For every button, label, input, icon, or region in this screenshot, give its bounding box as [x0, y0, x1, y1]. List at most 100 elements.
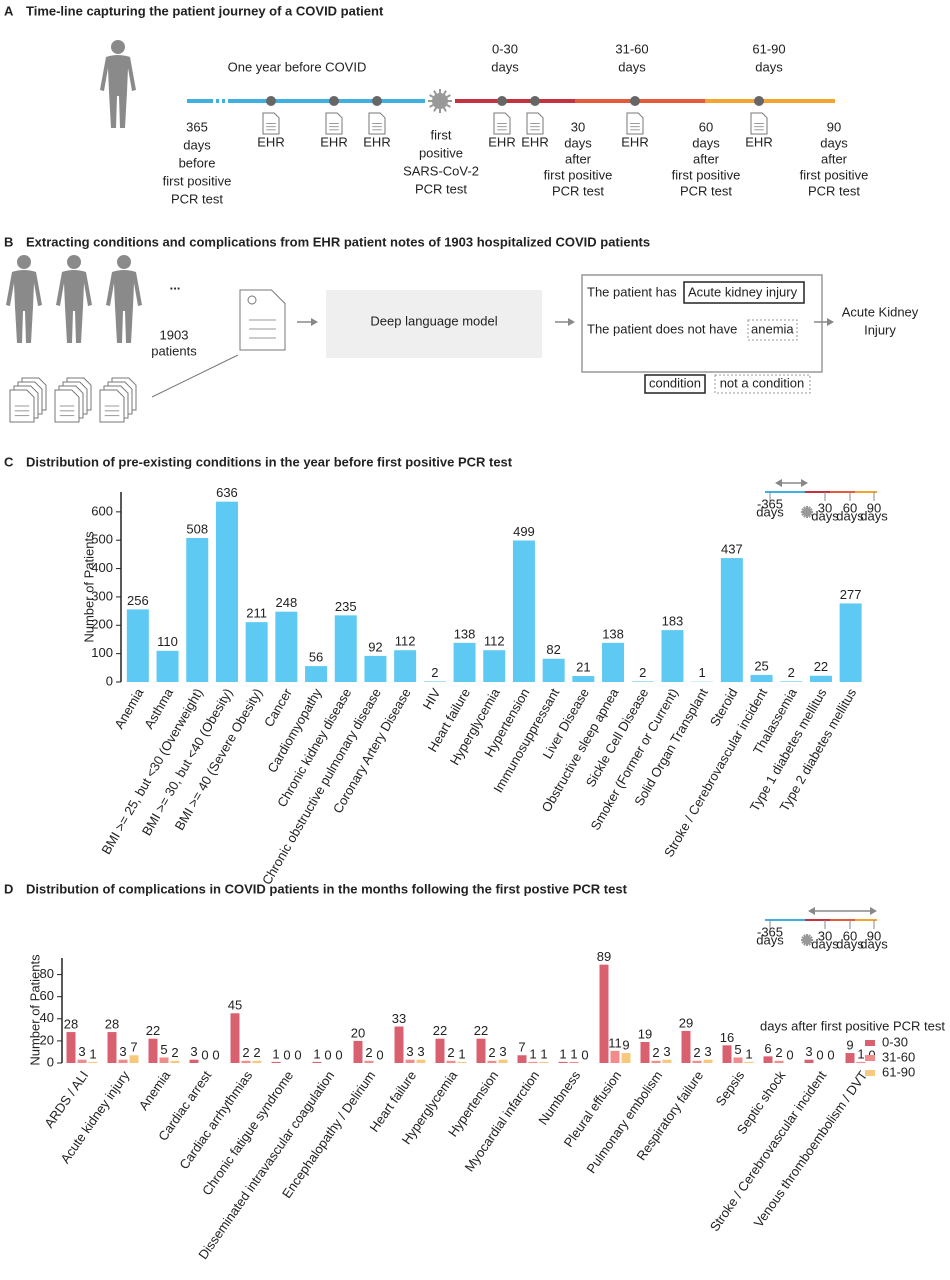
x-tick-label: Myocardial infarction — [462, 1068, 543, 1174]
bar — [763, 1056, 773, 1063]
value-label: 28 — [64, 1016, 78, 1031]
period-label: days — [618, 59, 646, 74]
bar — [88, 1061, 98, 1063]
bar — [631, 681, 654, 682]
sentence: The patient has — [587, 284, 677, 299]
value-label: 0 — [581, 1047, 588, 1062]
value-label: 3 — [190, 1044, 197, 1059]
bar — [517, 1055, 527, 1063]
ehr-label: EHR — [257, 134, 284, 149]
ehr-dot — [530, 96, 540, 106]
value-label: 3 — [417, 1044, 424, 1059]
timeline-label: days — [183, 137, 211, 152]
ehr-dot — [754, 96, 764, 106]
panel-label: A — [4, 3, 14, 18]
legend-non-condition — [714, 374, 811, 394]
value-label: 1 — [570, 1046, 577, 1061]
value-label: 0 — [283, 1047, 290, 1062]
head — [111, 40, 125, 54]
panel-title: Distribution of pre-existing conditions … — [26, 454, 513, 469]
value-label: 0 — [868, 1047, 875, 1062]
ehr-dot — [372, 96, 382, 106]
value-label: 0 — [816, 1047, 823, 1062]
value-label: 0 — [201, 1047, 208, 1062]
value-label: 22 — [474, 1023, 488, 1038]
timeline-label: PCR test — [808, 183, 860, 198]
value-label: 211 — [246, 606, 267, 621]
legend-swatch — [865, 1070, 875, 1076]
bar — [394, 650, 417, 682]
panel-title: Extracting conditions and complications … — [26, 234, 650, 249]
bar — [662, 1059, 672, 1063]
ehr-label: EHR — [745, 134, 772, 149]
ehr-label: EHR — [320, 134, 347, 149]
timeline-label: 365 — [186, 119, 208, 134]
value-label: 3 — [704, 1044, 711, 1059]
value-label: 1 — [857, 1046, 864, 1061]
bar — [610, 1050, 620, 1063]
ehr-label: EHR — [621, 134, 648, 149]
value-label: 0 — [324, 1047, 331, 1062]
legend-label: 0-30 — [882, 1034, 908, 1049]
value-label: 277 — [840, 587, 862, 602]
value-label: 21 — [576, 659, 590, 674]
inset-arrow-head — [808, 907, 877, 915]
bar — [720, 558, 743, 682]
inset-label: -365 — [757, 924, 783, 939]
value-label: 2 — [253, 1045, 260, 1060]
x-tick-label: HIV — [420, 685, 444, 712]
timeline-label: first positive — [544, 167, 613, 182]
y-tick-label: 500 — [91, 532, 113, 547]
bar — [845, 1053, 855, 1063]
output-label: Injury — [864, 322, 896, 337]
value-label: 20 — [351, 1025, 365, 1040]
y-tick-label: 40 — [40, 1010, 54, 1025]
bar — [774, 1060, 784, 1063]
y-tick-label: 20 — [40, 1032, 54, 1047]
bar — [170, 1060, 180, 1063]
timeline-label: days — [692, 135, 720, 150]
person-icon — [106, 255, 142, 343]
value-label: 2 — [775, 1045, 782, 1060]
bar — [416, 1059, 426, 1063]
value-label: 2 — [652, 1045, 659, 1060]
period-label: 0-30 — [492, 41, 518, 56]
panel-title: Distribution of complications in COVID p… — [26, 881, 628, 896]
period-label: 61-90 — [752, 41, 785, 56]
bar — [241, 1060, 251, 1063]
body — [106, 270, 142, 343]
bar — [107, 1032, 117, 1063]
y-axis-label: Number of Patients — [81, 531, 96, 643]
value-label: 3 — [406, 1044, 413, 1059]
inset-label: days — [860, 936, 888, 951]
bar — [640, 1042, 650, 1063]
value-label: 0 — [376, 1047, 383, 1062]
y-tick-label: 600 — [91, 503, 113, 518]
y-tick-label: 80 — [40, 966, 54, 981]
bar — [744, 1061, 754, 1063]
timeline-label: after — [693, 151, 720, 166]
value-label: 3 — [78, 1044, 85, 1059]
head — [67, 255, 81, 269]
bar — [733, 1057, 743, 1063]
body — [100, 55, 136, 128]
inset-label: days — [836, 936, 864, 951]
value-label: 112 — [484, 634, 505, 649]
period-label: days — [755, 59, 783, 74]
bar — [692, 1060, 702, 1063]
value-label: 0 — [335, 1047, 342, 1062]
bar — [405, 1059, 415, 1063]
bar — [750, 674, 773, 682]
period-label: 31-60 — [615, 41, 648, 56]
value-label: 92 — [368, 639, 382, 654]
timeline-label: after — [565, 151, 592, 166]
bar — [681, 1030, 691, 1063]
bar — [804, 1059, 814, 1063]
arrow-head — [568, 318, 575, 326]
y-tick-label: 200 — [91, 617, 113, 632]
period-label: One year before COVID — [228, 59, 367, 74]
person-icon — [100, 40, 136, 128]
ehr-dot — [266, 96, 276, 106]
value-label: 1 — [313, 1046, 320, 1061]
